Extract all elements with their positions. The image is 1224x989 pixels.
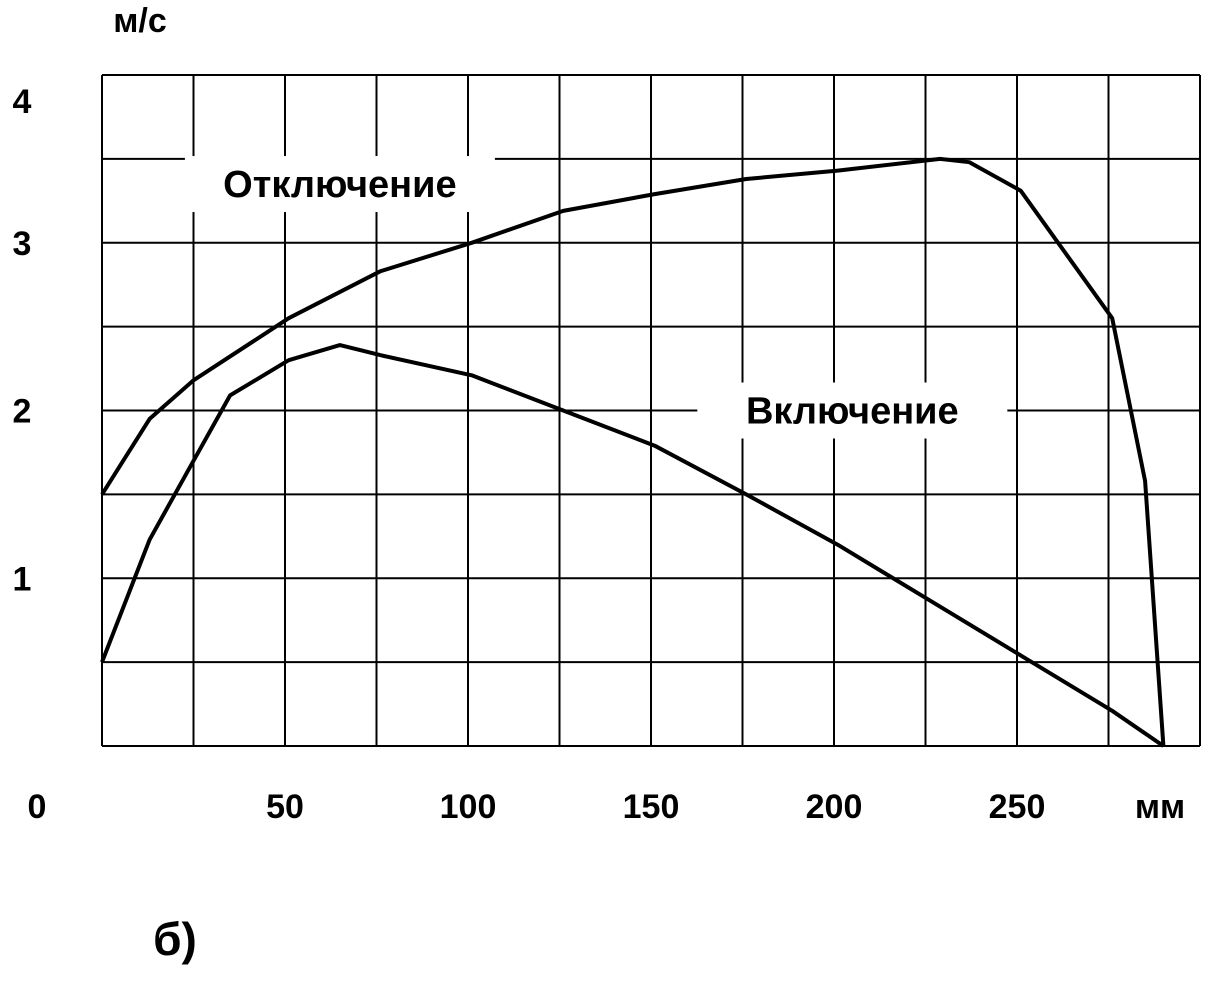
labels-group: 0 50 100 150 200 250 1 2 3 4 bbox=[13, 83, 1046, 826]
series-line-0 bbox=[100, 156, 1166, 747]
x-tick-label: 50 bbox=[266, 788, 304, 826]
y-tick-label: 2 bbox=[13, 393, 32, 431]
x-axis-label: мм bbox=[1135, 788, 1185, 826]
panel-label: б) bbox=[153, 913, 197, 965]
x-tick-label: 200 bbox=[806, 788, 863, 826]
series-label-bg bbox=[697, 382, 1008, 439]
y-tick-label: 3 bbox=[13, 225, 32, 263]
x-tick-label: 100 bbox=[440, 788, 497, 826]
series-label: Включение bbox=[746, 391, 959, 433]
y-tick-label: 1 bbox=[13, 560, 32, 598]
series-group: Отключение Включение bbox=[100, 156, 1166, 748]
series-label: Отключение bbox=[223, 164, 456, 206]
y-tick-label: 4 bbox=[13, 83, 32, 121]
series-label-bg bbox=[184, 156, 495, 213]
series-line-1 bbox=[100, 343, 1165, 748]
x-tick-label: 0 bbox=[28, 788, 47, 826]
x-tick-label: 150 bbox=[623, 788, 680, 826]
x-tick-label: 250 bbox=[989, 788, 1046, 826]
y-axis-label: м/с bbox=[113, 2, 167, 40]
